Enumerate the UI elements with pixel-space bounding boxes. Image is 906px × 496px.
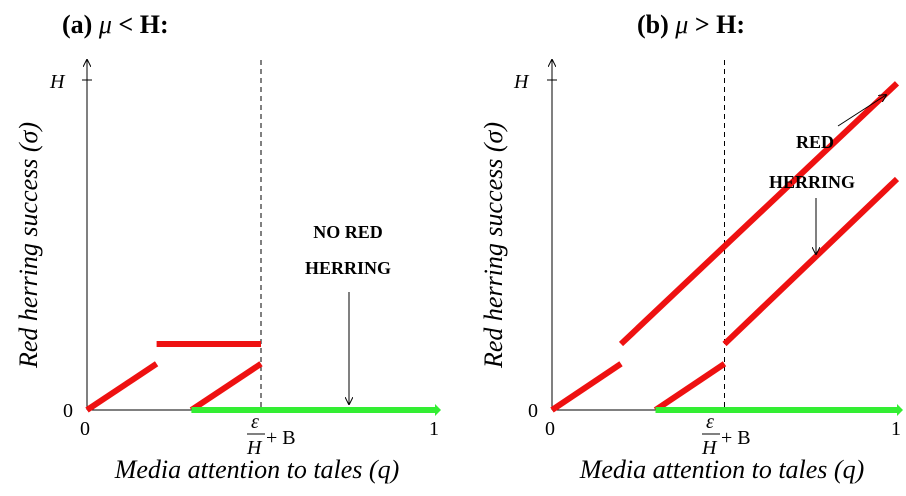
panel-b-xtick-zero: 0 <box>545 418 555 440</box>
panel-a-green-arrowhead <box>435 404 441 416</box>
panel-b-threshold-numerator: ε <box>706 411 714 433</box>
panel-b-threshold-suffix: + B <box>721 427 751 449</box>
panel-b-annotation-arrow-up <box>837 95 886 127</box>
panel-b-threshold-denominator: H <box>701 437 718 459</box>
panel-a: (a) μ < H: H 0 0 1 ε H + B NO RED HERRIN… <box>14 10 441 484</box>
panel-b-annotation-line1: RED <box>796 132 834 152</box>
panel-b-red-series <box>550 81 900 413</box>
panel-a-mu: μ <box>98 10 112 39</box>
panel-b-xlabel: Media attention to tales (q) <box>579 455 865 484</box>
panel-a-annotation-line1: NO RED <box>313 222 383 242</box>
panel-a-label: (a) <box>62 10 92 39</box>
panel-b-xtick-one: 1 <box>891 418 901 440</box>
panel-a-ylabel: Red herring success (σ) <box>14 122 43 369</box>
panel-a-title: (a) μ < H: <box>62 10 169 39</box>
panel-b-red-segment-1 <box>550 361 623 413</box>
panel-a-xlabel: Media attention to tales (q) <box>114 455 400 484</box>
panel-b: (b) μ > H: H 0 0 1 ε H + B RED HERRING R… <box>479 10 903 484</box>
panel-a-red-segment-1 <box>85 361 159 413</box>
panel-a-operator: < <box>118 10 133 39</box>
panel-a-red-series <box>85 341 263 413</box>
panel-b-green-arrowhead <box>897 404 903 416</box>
panel-a-red-segment-3 <box>189 361 263 413</box>
panel-b-ylabel: Red herring success (σ) <box>479 122 508 369</box>
panel-a-threshold-numerator: ε <box>251 411 259 433</box>
panel-b-green-series <box>655 404 903 416</box>
panel-b-rhs: H: <box>716 10 745 39</box>
panel-b-operator: > <box>695 10 710 39</box>
panel-b-ytick-top: H <box>513 71 530 93</box>
panel-a-threshold-label: ε H + B <box>246 411 296 459</box>
panel-b-label: (b) <box>637 10 669 39</box>
panel-b-threshold-label: ε H + B <box>701 411 751 459</box>
panel-a-xtick-one: 1 <box>429 418 439 440</box>
panel-b-ytick-zero: 0 <box>528 400 538 422</box>
panel-b-annotation-line2: HERRING <box>769 172 855 192</box>
panel-a-ytick-top: H <box>49 71 66 93</box>
panel-a-threshold-suffix: + B <box>266 427 296 449</box>
panel-a-rhs: H: <box>140 10 169 39</box>
panel-b-red-segment-2 <box>618 81 900 347</box>
panel-a-green-series <box>191 404 441 416</box>
panel-a-ytick-zero: 0 <box>63 400 73 422</box>
panel-b-mu: μ <box>674 10 688 39</box>
panel-a-annotation-line2: HERRING <box>305 258 391 278</box>
panel-a-xtick-zero: 0 <box>80 418 90 440</box>
panel-b-red-segment-3 <box>653 361 727 413</box>
panel-a-threshold-denominator: H <box>246 437 263 459</box>
panel-b-title: (b) μ > H: <box>637 10 745 39</box>
panel-b-red-segment-4 <box>722 176 900 347</box>
